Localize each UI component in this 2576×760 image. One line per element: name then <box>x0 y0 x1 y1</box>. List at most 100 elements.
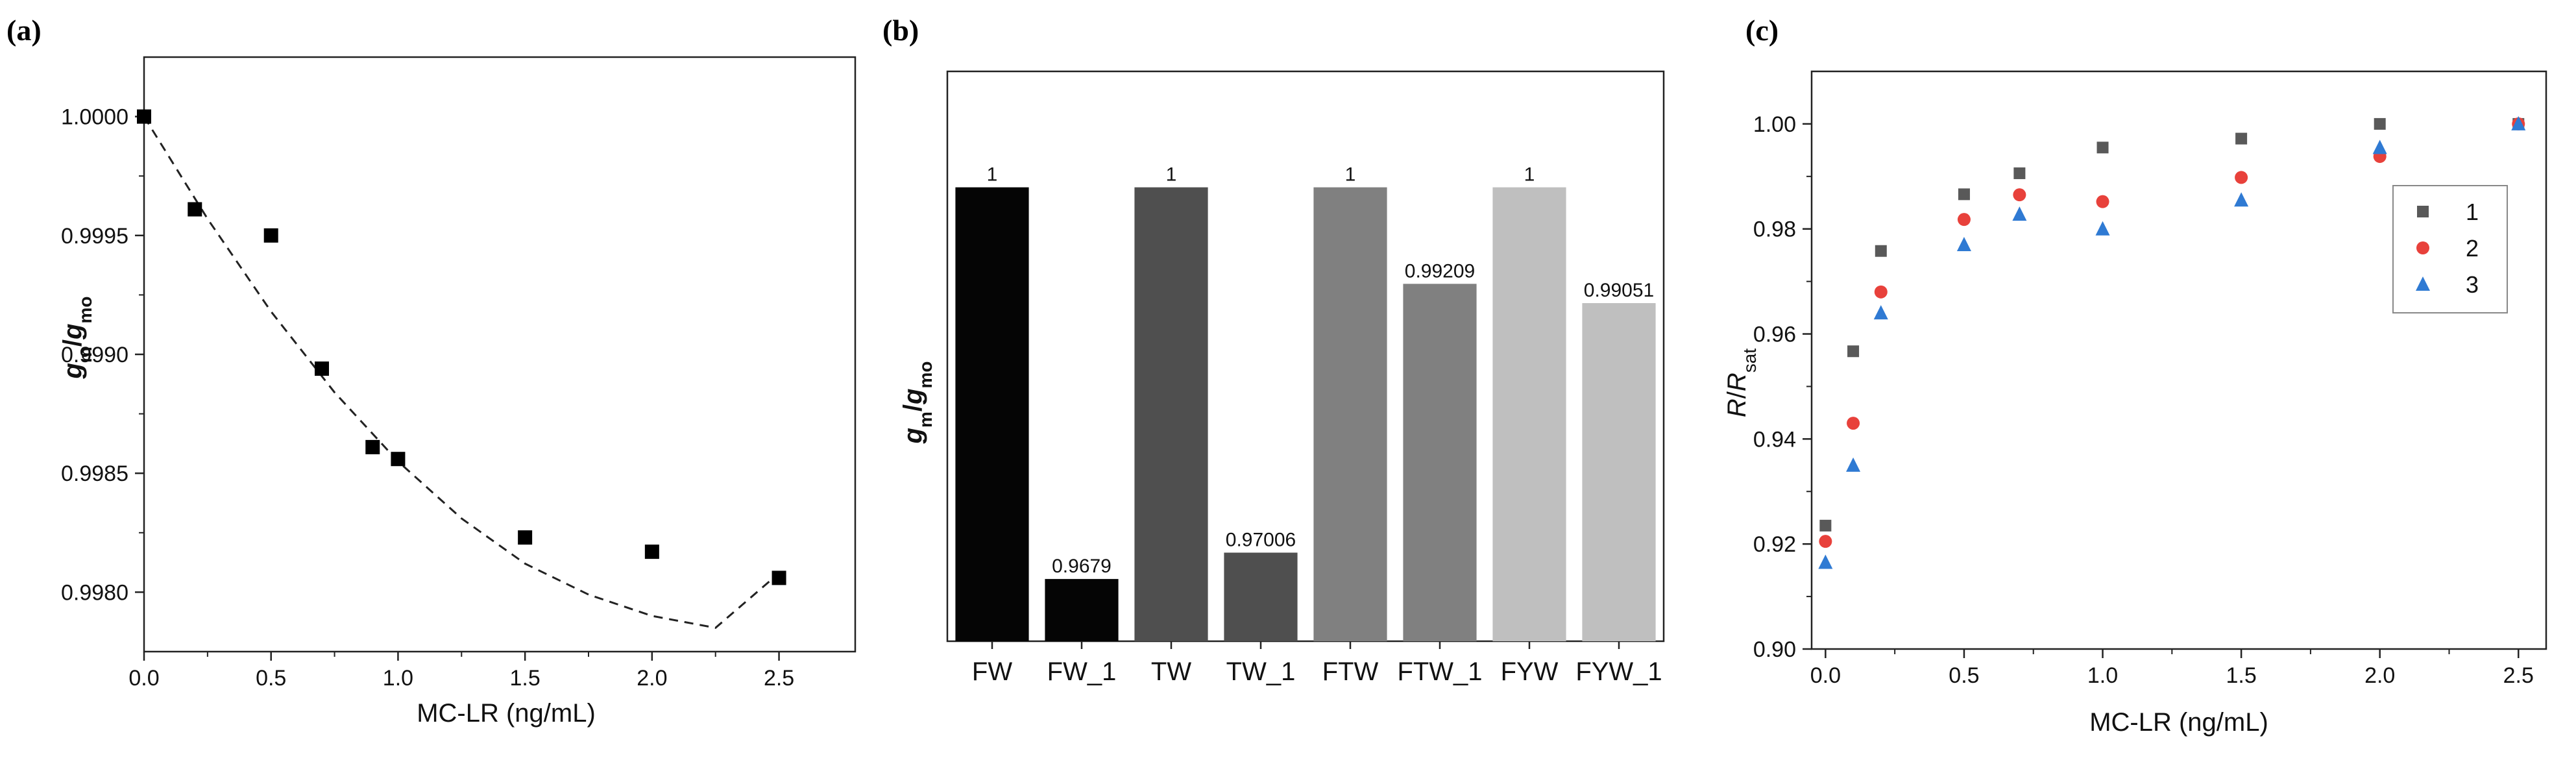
chart-c-series-1-point <box>1847 345 1860 358</box>
chart-a-data-point <box>772 570 786 585</box>
chart-a-data-point <box>365 439 380 454</box>
chart-c-legend <box>2392 185 2508 313</box>
chart-c-series-3-point <box>1956 237 1971 251</box>
chart-a-data-point <box>263 228 278 243</box>
chart-b-bar-value-label: 0.9679 <box>1052 556 1112 577</box>
chart-c-y-tick-label: 0.94 <box>1753 427 1796 452</box>
chart-a-fit-line <box>143 116 780 630</box>
chart-a-data-point <box>188 202 202 217</box>
chart-c-y-axis-title: R/Rsat <box>1723 349 1760 417</box>
chart-a-y-tick-label: 0.9985 <box>61 461 128 486</box>
chart-a-x-tick-label: 0.0 <box>128 666 159 691</box>
chart-a-data-point <box>315 361 329 376</box>
chart-b-category-label: FTW_1 <box>1397 657 1482 686</box>
chart-b-category-label: FTW <box>1322 657 1379 686</box>
panel-a-label: (a) <box>6 14 42 47</box>
chart-b-bar-value-label: 0.97006 <box>1226 530 1296 551</box>
chart-b-bar-value-label: 1 <box>1345 164 1356 186</box>
chart-b-category-label: FYW_1 <box>1575 657 1662 686</box>
chart-b-bar <box>1134 187 1208 641</box>
chart-b-bar <box>1224 552 1298 641</box>
chart-b-bar-value-label: 1 <box>987 164 998 186</box>
chart-b-bar <box>1492 187 1566 641</box>
chart-a-x-tick-label: 1.5 <box>510 666 541 691</box>
panel-c-label: (c) <box>1745 14 1779 47</box>
chart-c-x-axis-title: MC-LR (ng/mL) <box>2089 708 2268 737</box>
chart-c-series-3-point <box>2511 116 2526 130</box>
chart-b-category-label: FW <box>972 657 1012 686</box>
chart-a-data-point <box>518 530 533 545</box>
chart-c-series-3-point <box>2012 206 2027 221</box>
chart-c-plot-frame <box>1810 70 2547 650</box>
chart-b: 1 FW 0.9679 FW_1 1 TW 0.97006 TW_1 1 FTW 0.99209 FT… <box>946 70 1665 686</box>
chart-a-x-tick-label: 0.5 <box>256 666 286 691</box>
chart-c-legend-marker-1 <box>2417 206 2429 217</box>
chart-c-x-tick-label: 2.0 <box>2364 663 2395 688</box>
chart-c-series-2-point <box>1957 213 1971 227</box>
chart-c-x-tick-label: 0.5 <box>1949 663 1979 688</box>
chart-a-y-tick-label: 0.9980 <box>61 580 128 605</box>
chart-a-data-point <box>391 452 406 467</box>
chart-b-category-label: FW_1 <box>1047 657 1117 686</box>
chart-b-bar <box>1403 284 1477 642</box>
chart-b-bar <box>955 187 1029 641</box>
chart-a-x-tick-label: 1.0 <box>383 666 413 691</box>
chart-c-y-tick-label: 0.98 <box>1753 217 1796 242</box>
chart-b-plot-frame <box>946 70 1665 643</box>
chart-b-bar-value-label: 0.99051 <box>1584 280 1654 301</box>
chart-b-category-label: TW <box>1151 657 1191 686</box>
chart-c-series-2-point <box>1874 285 1888 299</box>
chart-b-bar <box>1582 303 1656 641</box>
chart-a-x-axis-title: MC-LR (ng/mL) <box>417 699 596 728</box>
chart-c-legend-label: 3 <box>2466 271 2479 298</box>
chart-b-category-label: TW_1 <box>1226 657 1296 686</box>
chart-c-series-3-point <box>2095 221 2110 236</box>
chart-c-series-1-point <box>1875 245 1887 257</box>
chart-b-category-label: FYW <box>1501 657 1559 686</box>
chart-c-x-tick-label: 0.0 <box>1810 663 1841 688</box>
chart-c-legend-label: 2 <box>2466 235 2479 262</box>
chart-c-series-3-point <box>1846 457 1861 472</box>
chart-a-x-tick-label: 2.0 <box>637 666 667 691</box>
chart-c-series-1-point <box>2235 132 2248 145</box>
chart-a-y-tick-label: 0.9990 <box>61 343 128 367</box>
chart-c-series-2-point <box>1819 535 1832 548</box>
chart-c-series-1-point <box>1819 519 1832 532</box>
chart-c-y-tick-label: 0.96 <box>1753 323 1796 347</box>
chart-a-plot-frame <box>143 56 857 653</box>
chart-a: 0.0 0.5 1.0 1.5 2.0 2.5 0.9980 0.9985 0.9990 0.99… <box>61 56 857 691</box>
chart-a-y-tick-label: 1.0000 <box>61 105 128 130</box>
chart-c-series-2-point <box>2235 171 2248 184</box>
chart-c-x-tick-label: 1.0 <box>2087 663 2118 688</box>
chart-c-series-1-point <box>1958 188 1970 201</box>
chart-b-bar <box>1313 187 1387 641</box>
chart-c-x-tick-label: 1.5 <box>2226 663 2256 688</box>
chart-c-series-2-point <box>1847 417 1860 430</box>
chart-a-data-point <box>137 109 151 124</box>
chart-c-y-tick-label: 0.92 <box>1753 532 1796 557</box>
chart-c-series-3-point <box>2234 192 2249 207</box>
chart-c-series-1-point <box>2374 117 2386 130</box>
chart-c-series-2-point <box>2096 195 2109 208</box>
chart-c-series-3-point <box>1818 554 1833 569</box>
chart-c-legend-marker-3 <box>2416 276 2430 291</box>
chart-c-x-tick-label: 2.5 <box>2503 663 2534 688</box>
panel-b-label: (b) <box>882 14 919 47</box>
chart-c-series-1-point <box>2013 167 2026 179</box>
chart-b-bar-value-label: 1 <box>1166 164 1177 186</box>
chart-a-y-axis-title: gm/gmo <box>58 297 95 380</box>
chart-c-y-tick-label: 0.90 <box>1753 637 1796 662</box>
chart-c-series-1-point <box>2096 141 2109 154</box>
chart-a-y-tick-label: 0.9995 <box>61 224 128 249</box>
chart-c: 0.0 0.5 1.0 1.5 2.0 2.5 0.90 0.92 0.94 0.96 0.98 1.… <box>1753 70 2547 688</box>
chart-c-legend-label: 1 <box>2466 199 2479 225</box>
chart-b-bar-value-label: 0.99209 <box>1405 260 1475 282</box>
chart-c-series-2-point <box>2013 188 2026 202</box>
chart-a-data-point <box>644 545 659 559</box>
chart-c-legend-marker-2 <box>2416 241 2429 254</box>
chart-b-bar-value-label: 1 <box>1524 164 1535 186</box>
chart-b-bar <box>1045 579 1119 641</box>
chart-a-x-tick-label: 2.5 <box>764 666 794 691</box>
chart-c-series-3-point <box>2372 140 2387 154</box>
